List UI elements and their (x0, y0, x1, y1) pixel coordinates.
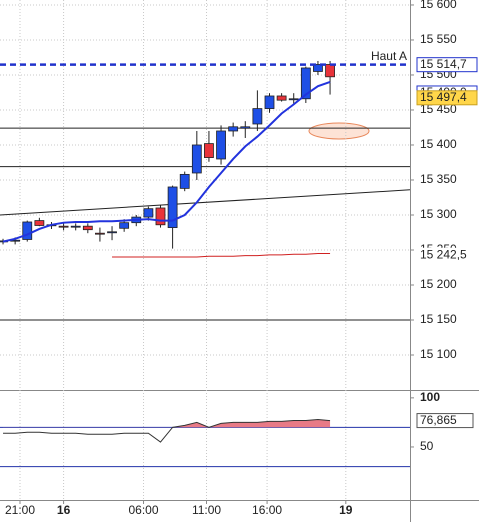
candle-body (107, 231, 117, 234)
high-line-name: Haut A (371, 49, 407, 63)
x-tick-label: 16:00 (252, 503, 282, 517)
candle-body (82, 225, 93, 231)
candle-body (34, 220, 45, 226)
y-tick-label: 15 200 (420, 277, 457, 291)
price-label: 15 242,5 (420, 247, 467, 261)
candle-body (240, 126, 251, 129)
x-tick-label: 16 (57, 503, 71, 517)
trend-line (0, 189, 411, 216)
indicator-tick-label: 100 (420, 390, 440, 404)
indicator-fill (3, 419, 331, 428)
y-tick-label: 15 100 (420, 347, 457, 361)
candle-body (119, 222, 130, 229)
price-label-box (416, 247, 478, 263)
candle-body (179, 173, 190, 189)
candle-body (313, 64, 323, 72)
candle-body (204, 143, 214, 158)
price-label: 15 514,7 (420, 57, 467, 71)
candle-body (288, 98, 299, 101)
moving-average (2, 81, 331, 243)
candle-body (276, 95, 287, 101)
y-tick-label: 15 300 (420, 207, 457, 221)
candle-body (252, 108, 263, 125)
candle-body (58, 225, 69, 228)
x-tick-label: 19 (339, 503, 353, 517)
price-label-box (416, 90, 478, 106)
candle-body (143, 208, 154, 218)
candle-body (70, 225, 81, 228)
y-tick-label: 15 450 (420, 102, 457, 116)
candle-body (325, 64, 335, 78)
candle-body (228, 126, 239, 132)
candle-body (22, 221, 33, 240)
y-tick-label: 15 150 (420, 312, 457, 326)
price-label: 15 497,4 (420, 90, 467, 104)
x-tick-label: 06:00 (129, 503, 159, 517)
candle-body (216, 130, 226, 160)
y-tick-label: 15 400 (420, 137, 457, 151)
candle-body (167, 186, 178, 228)
candle-body (191, 144, 202, 174)
indicator-label: 76,865 (420, 413, 457, 427)
y-tick-label: 15 550 (420, 32, 457, 46)
candle-body (155, 207, 166, 226)
candle-body (264, 95, 275, 109)
candle-body (300, 67, 311, 100)
candle-body (95, 232, 105, 235)
indicator-label-box (416, 413, 474, 429)
indicator-tick-label: 50 (420, 439, 434, 453)
y-tick-label: 15 600 (420, 0, 457, 11)
x-tick-label: 21:00 (5, 503, 35, 517)
y-tick-label: 15 350 (420, 172, 457, 186)
x-tick-label: 11:00 (192, 503, 221, 517)
red-line (112, 252, 331, 258)
annotation-ellipse (308, 122, 370, 140)
indicator-line (3, 418, 331, 443)
price-label-box (416, 57, 478, 73)
